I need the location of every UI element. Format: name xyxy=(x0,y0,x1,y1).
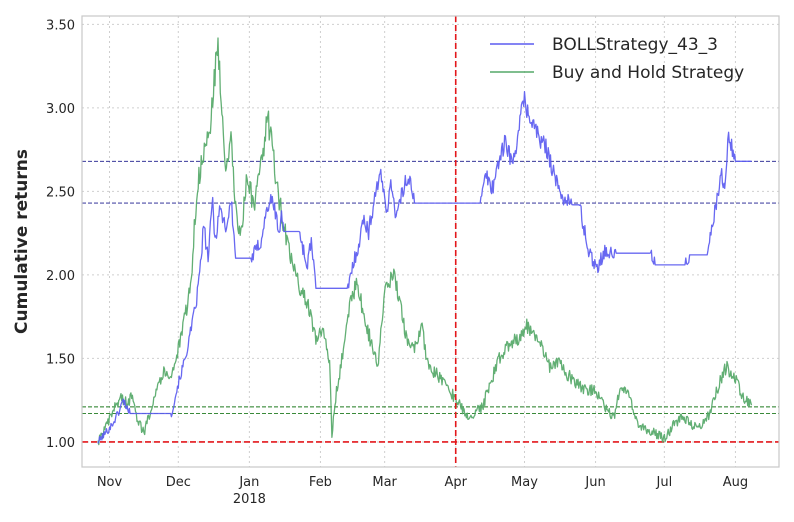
legend: BOLLStrategy_43_3 Buy and Hold Strategy xyxy=(490,35,744,83)
y-axis-label: Cumulative returns xyxy=(12,149,32,334)
x-tick-label: Dec xyxy=(166,475,191,490)
x-tick-label: Mar xyxy=(372,475,397,490)
x-axis-ticks: Nov Dec Jan 2018 Feb Mar Apr May Jun Jul Aug xyxy=(97,475,748,507)
legend-label: Buy and Hold Strategy xyxy=(552,63,744,83)
x-tick-label: Jun xyxy=(584,475,605,490)
y-tick-label: 1.00 xyxy=(46,436,75,451)
y-axis-ticks: 1.00 1.50 2.00 2.50 3.00 3.50 xyxy=(46,18,75,451)
y-tick-label: 2.50 xyxy=(46,185,75,200)
x-tick-label: Apr xyxy=(444,475,467,490)
x-tick-label: Nov xyxy=(97,475,123,490)
y-tick-label: 1.50 xyxy=(46,352,75,367)
x-tick-sublabel: 2018 xyxy=(233,492,266,507)
x-tick-label: Aug xyxy=(723,475,748,490)
series-line-buy-and-hold xyxy=(97,37,753,446)
x-tick-label: Jul xyxy=(656,475,673,490)
x-tick-label: Jan xyxy=(238,475,259,490)
series-line-bollstrategy xyxy=(97,91,752,444)
legend-label: BOLLStrategy_43_3 xyxy=(552,35,718,55)
y-tick-label: 3.00 xyxy=(46,102,75,117)
x-tick-label: Feb xyxy=(309,475,332,490)
series-layer xyxy=(97,16,753,467)
y-tick-label: 2.00 xyxy=(46,269,75,284)
y-tick-label: 3.50 xyxy=(46,18,75,33)
x-tick-label: May xyxy=(511,475,538,490)
plot-frame xyxy=(81,15,780,468)
